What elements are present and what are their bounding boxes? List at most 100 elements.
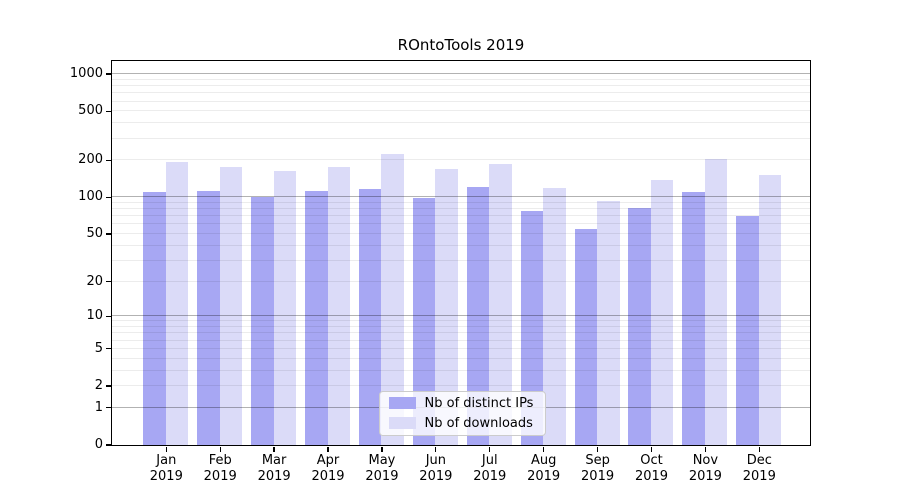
gridline-300 <box>111 137 810 139</box>
bar-distinct-ips-nov <box>682 192 705 445</box>
gridline-60 <box>111 223 810 225</box>
y-tick-mark <box>105 110 111 112</box>
bar-downloads-jan <box>165 162 189 445</box>
bar-distinct-ips-may <box>358 189 382 445</box>
gridline-40 <box>111 244 810 246</box>
y-tick-label-5: 5 <box>94 340 103 356</box>
gridline-800 <box>111 85 810 87</box>
x-tick-label-jun: Jun 2019 <box>419 453 453 484</box>
gridline-5 <box>111 347 810 349</box>
legend-label: Nb of distinct IPs <box>424 395 534 411</box>
gridline-200 <box>111 159 810 161</box>
x-tick-label-may: May 2019 <box>365 453 399 484</box>
x-tick-label-jan: Jan 2019 <box>149 453 183 484</box>
x-tick-label-nov: Nov 2019 <box>688 453 722 484</box>
bar-distinct-ips-feb <box>197 190 220 445</box>
bar-downloads-jul <box>489 164 512 445</box>
y-tick-mark <box>105 407 111 409</box>
gridline-2 <box>111 385 810 387</box>
y-tick-mark <box>105 73 111 75</box>
x-tick-mark <box>650 446 653 452</box>
gridline-7 <box>111 332 810 334</box>
legend-entry-distinct-ips: Nb of distinct IPs <box>380 395 545 412</box>
bar-distinct-ips-dec <box>736 216 759 445</box>
gridline-400 <box>111 122 810 124</box>
chart-title: ROntoTools 2019 <box>397 36 525 54</box>
y-tick-label-1000: 1000 <box>69 66 103 82</box>
x-tick-mark <box>165 446 167 452</box>
legend-label: Nb of downloads <box>424 415 533 431</box>
x-tick-mark <box>543 446 545 452</box>
distinct-ips-swatch-icon <box>388 397 416 409</box>
gridline-500 <box>111 110 810 112</box>
bar-downloads-oct <box>650 179 674 445</box>
y-tick-label-10: 10 <box>86 308 103 324</box>
y-tick-mark <box>105 444 111 446</box>
bar-downloads-jun <box>435 168 458 445</box>
gridline-70 <box>111 215 810 217</box>
gridline-100 <box>111 196 810 198</box>
x-tick-label-mar: Mar 2019 <box>257 453 291 484</box>
y-tick-mark <box>105 280 111 283</box>
bar-distinct-ips-jan <box>143 191 166 445</box>
y-tick-label-1: 1 <box>94 399 103 415</box>
x-tick-label-oct: Oct 2019 <box>634 453 669 484</box>
downloads-swatch-icon <box>388 417 416 429</box>
x-tick-mark <box>381 446 383 452</box>
y-tick-label-2: 2 <box>94 378 103 394</box>
y-tick-mark <box>105 159 111 161</box>
bar-downloads-nov <box>704 158 728 445</box>
y-tick-label-100: 100 <box>78 189 103 205</box>
bar-distinct-ips-aug <box>520 210 544 445</box>
x-tick-mark <box>327 446 329 452</box>
x-tick-mark <box>704 446 707 452</box>
y-tick-label-500: 500 <box>78 103 103 119</box>
gridline-90 <box>111 201 810 203</box>
bar-distinct-ips-apr <box>305 190 328 445</box>
bar-distinct-ips-jul <box>466 186 490 445</box>
gridline-80 <box>111 208 810 210</box>
gridline-700 <box>111 92 810 94</box>
gridline-4 <box>111 357 810 359</box>
x-tick-mark <box>758 446 760 452</box>
x-tick-mark <box>435 446 437 452</box>
x-tick-label-feb: Feb 2019 <box>203 453 237 484</box>
bar-downloads-dec <box>758 175 782 445</box>
y-tick-mark <box>105 315 111 317</box>
bar-distinct-ips-mar <box>251 197 274 445</box>
y-tick-mark <box>105 348 111 350</box>
plot-area: Nb of distinct IPs Nb of downloads <box>110 59 811 446</box>
gridline-1000 <box>111 73 810 75</box>
gridline-6 <box>111 339 810 341</box>
x-tick-label-aug: Aug 2019 <box>527 453 561 484</box>
y-tick-mark <box>105 385 111 387</box>
bar-distinct-ips-jun <box>412 198 436 445</box>
gridline-900 <box>111 78 810 80</box>
gridline-600 <box>111 100 810 102</box>
y-tick-label-20: 20 <box>86 273 103 289</box>
bar-downloads-may <box>381 154 404 445</box>
y-tick-mark <box>105 233 111 235</box>
x-tick-mark <box>219 446 221 452</box>
bar-downloads-mar <box>273 171 297 445</box>
x-tick-mark <box>273 446 275 452</box>
x-tick-label-sep: Sep 2019 <box>581 453 615 484</box>
gridline-30 <box>111 259 810 261</box>
gridline-9 <box>111 320 810 322</box>
legend-entry-downloads: Nb of downloads <box>380 415 545 432</box>
bar-distinct-ips-sep <box>574 229 598 445</box>
gridline-50 <box>111 232 810 234</box>
gridline-8 <box>111 326 810 328</box>
y-tick-label-200: 200 <box>78 152 103 168</box>
y-tick-mark <box>105 196 111 198</box>
bar-downloads-aug <box>543 188 566 445</box>
bar-downloads-apr <box>327 166 351 445</box>
x-tick-mark <box>596 446 599 452</box>
bar-distinct-ips-oct <box>628 207 651 445</box>
y-tick-label-0: 0 <box>94 437 103 452</box>
x-tick-label-dec: Dec 2019 <box>742 453 776 484</box>
x-tick-label-jul: Jul 2019 <box>473 453 507 484</box>
legend: Nb of distinct IPs Nb of downloads <box>378 390 546 436</box>
bar-downloads-feb <box>219 167 243 445</box>
gridline-20 <box>111 280 810 282</box>
